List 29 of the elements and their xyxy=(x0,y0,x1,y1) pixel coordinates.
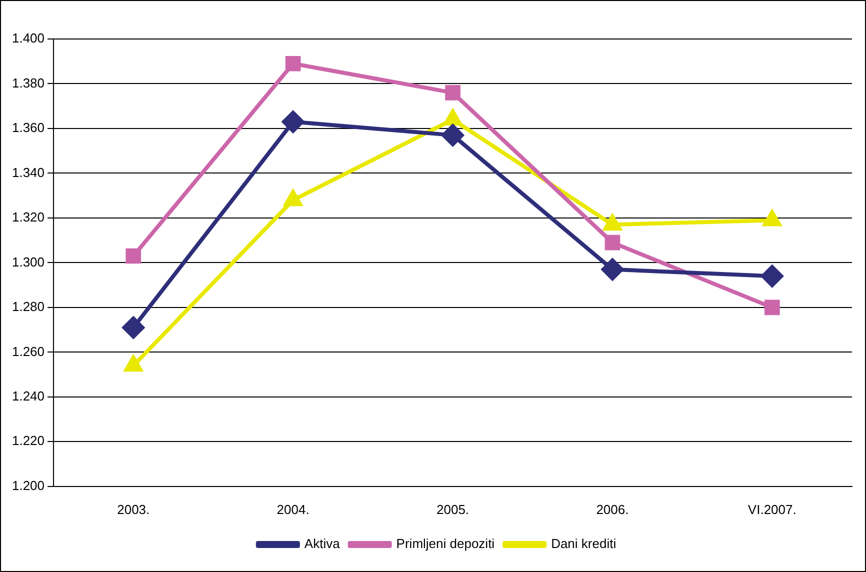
x-tick-label: 2003. xyxy=(117,502,150,517)
point xyxy=(764,300,780,316)
point xyxy=(285,56,301,72)
x-tick-label: 2004. xyxy=(276,502,310,517)
y-tick-label: 1.200 xyxy=(12,478,45,493)
y-tick-label: 1.380 xyxy=(12,75,45,90)
point xyxy=(604,234,620,250)
y-tick-label: 1.240 xyxy=(12,388,45,404)
legend-label: Aktiva xyxy=(304,536,341,552)
y-tick-label: 1.320 xyxy=(12,210,45,225)
x-tick-label: 2006. xyxy=(596,502,629,517)
y-tick-label: 1.340 xyxy=(12,164,45,180)
legend-label: Primljeni depoziti xyxy=(396,536,495,552)
point xyxy=(442,124,464,146)
x-tick-label: 2005. xyxy=(436,502,470,517)
y-tick-label: 1.280 xyxy=(12,299,45,314)
point xyxy=(122,316,144,339)
y-tick-label: 1.300 xyxy=(12,254,45,270)
legend-label: Dani krediti xyxy=(551,536,616,552)
y-tick-label: 1.220 xyxy=(12,433,45,448)
point xyxy=(282,110,304,133)
point xyxy=(126,248,142,264)
point xyxy=(445,85,460,100)
point xyxy=(601,258,624,280)
y-tick-label: 1.260 xyxy=(12,344,45,359)
point xyxy=(761,265,784,288)
y-tick-label: 1.400 xyxy=(12,30,45,46)
y-tick-label: 1.360 xyxy=(12,120,45,136)
x-tick-label: VI.2007. xyxy=(748,502,796,517)
